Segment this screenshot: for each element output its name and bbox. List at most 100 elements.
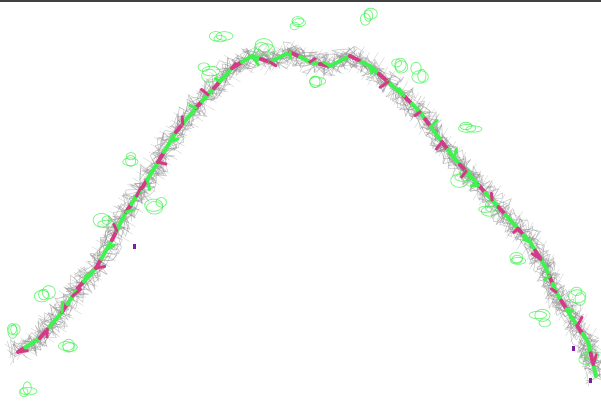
side-chain-stub xyxy=(60,300,64,314)
side-chain-stub xyxy=(82,273,88,283)
side-chain-stub xyxy=(25,341,35,348)
backbone-segment xyxy=(591,362,598,378)
density-blob xyxy=(209,31,223,42)
density-blob xyxy=(38,288,49,301)
side-chain-stub xyxy=(489,192,494,202)
side-chain-stub xyxy=(460,169,468,179)
mesh-contour-line xyxy=(14,47,601,376)
side-chain-stub xyxy=(124,208,135,214)
side-chain-stub xyxy=(112,223,119,233)
side-chain-stub xyxy=(469,183,481,188)
side-chain-stub xyxy=(397,87,406,98)
density-blob xyxy=(58,341,75,351)
density-blob xyxy=(10,323,21,336)
density-blob xyxy=(458,123,477,133)
side-chain-stub xyxy=(94,265,107,270)
side-chain-stub xyxy=(575,315,584,328)
mesh-contour-line xyxy=(12,46,601,377)
side-chain-stub xyxy=(71,288,82,298)
density-blob xyxy=(258,43,275,56)
density-blob xyxy=(122,157,139,167)
density-blob xyxy=(411,70,429,84)
side-chain-stub xyxy=(180,115,185,126)
side-chain-stub xyxy=(250,54,260,67)
density-blob xyxy=(19,387,29,398)
side-chain-stub xyxy=(348,54,361,62)
density-blob xyxy=(289,21,300,31)
density-blob xyxy=(215,31,234,41)
density-blob xyxy=(480,206,499,217)
density-blob xyxy=(509,252,524,264)
density-blob xyxy=(126,152,137,161)
density-blob xyxy=(478,205,493,213)
backbone-chain xyxy=(16,50,598,383)
mesh-contour-line xyxy=(17,46,601,373)
density-blob xyxy=(391,58,402,68)
density-blob xyxy=(101,215,112,225)
density-blob xyxy=(201,65,220,77)
density-blob xyxy=(528,310,548,320)
side-chain-stub xyxy=(308,57,317,64)
side-chain-stub xyxy=(168,137,180,144)
mesh-contour-line xyxy=(7,41,601,380)
side-chain-stub xyxy=(429,119,439,129)
density-blob xyxy=(213,35,227,43)
side-chain-stub xyxy=(452,147,458,160)
density-blob xyxy=(291,16,305,26)
side-chain-stub xyxy=(530,252,543,261)
side-chain-stub xyxy=(543,274,551,282)
density-blob xyxy=(254,38,273,52)
side-chain-stub xyxy=(156,160,168,166)
density-blob xyxy=(62,338,75,353)
highlight-mark xyxy=(133,244,136,249)
density-blob xyxy=(41,285,56,300)
density-blob xyxy=(92,213,111,228)
density-blob xyxy=(363,7,378,20)
backbone-segment xyxy=(377,72,390,84)
side-chain-stub xyxy=(378,80,390,89)
density-blob xyxy=(19,387,38,396)
density-blob xyxy=(144,198,164,212)
side-chain-stub xyxy=(16,349,29,354)
density-blob xyxy=(309,75,321,89)
side-chain-stub xyxy=(322,60,332,68)
density-blob xyxy=(22,381,32,395)
density-blob xyxy=(145,201,163,215)
density-blob xyxy=(155,197,167,208)
side-chain-stub xyxy=(586,340,592,348)
density-blob xyxy=(568,289,587,304)
side-chain-stub xyxy=(434,140,444,151)
density-blob xyxy=(363,9,373,22)
density-blob xyxy=(410,61,422,75)
density-blob xyxy=(394,60,409,74)
highlight-mark xyxy=(572,346,575,351)
density-blob xyxy=(125,155,137,167)
density-blob xyxy=(34,289,50,303)
density-blob xyxy=(534,308,551,322)
side-chain-stub xyxy=(368,64,374,75)
side-chain-stub xyxy=(268,60,278,68)
electron-density-mesh xyxy=(4,40,601,387)
side-chain-stub xyxy=(135,186,142,198)
side-chain-stub xyxy=(549,287,558,294)
side-chain-stub xyxy=(512,227,520,234)
side-chain-stub xyxy=(213,77,222,83)
density-blob xyxy=(510,256,526,265)
side-chain-stub xyxy=(188,104,198,110)
density-blob xyxy=(538,318,551,328)
density-blob xyxy=(197,62,210,72)
density-blob xyxy=(417,68,427,83)
side-chain-stub xyxy=(200,88,210,97)
side-chain-stub xyxy=(145,177,151,191)
density-blob xyxy=(7,324,18,339)
side-chain-stub xyxy=(230,62,237,70)
side-chain-stub xyxy=(105,243,116,251)
side-chain-stub xyxy=(522,238,532,244)
density-blob xyxy=(309,76,327,86)
mesh-contour-line xyxy=(10,46,601,385)
side-chain-stub xyxy=(413,110,422,118)
side-chain-stub xyxy=(591,353,598,367)
density-blob xyxy=(574,292,586,306)
